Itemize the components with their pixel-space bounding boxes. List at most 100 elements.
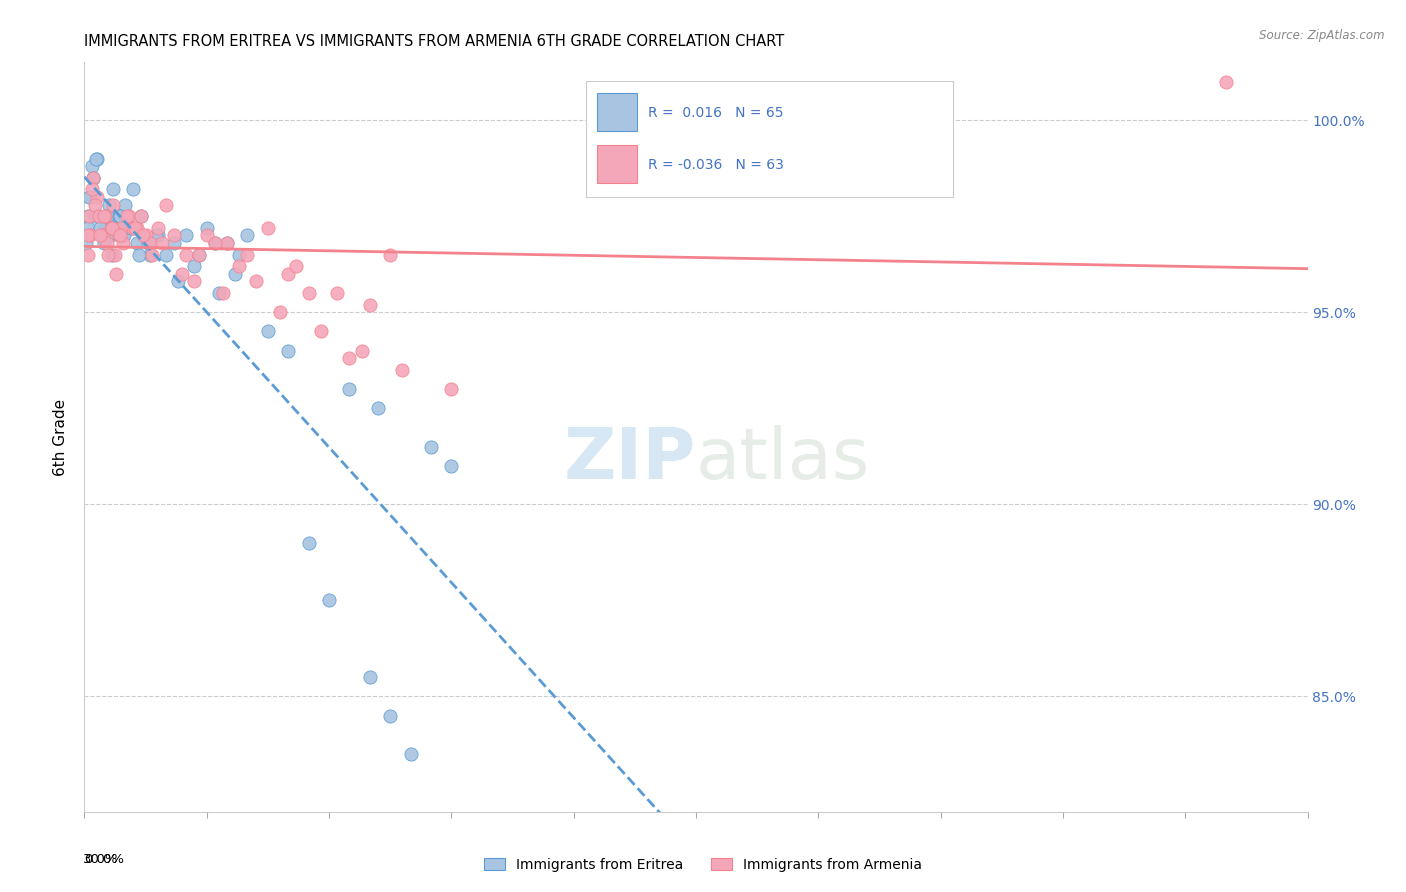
Point (80, 159, 103, 173)
Point (104, 247, 127, 261)
Point (97, 247, 120, 261)
Point (100, 220, 122, 235)
Point (87, 209, 110, 223)
Point (131, 209, 153, 223)
Point (110, 209, 132, 223)
Point (105, 209, 128, 223)
Point (101, 197, 124, 211)
Point (174, 228, 197, 243)
Point (120, 220, 142, 235)
Point (122, 220, 145, 235)
Point (195, 220, 218, 235)
Point (96, 209, 118, 223)
Point (89, 220, 111, 235)
Point (90, 228, 112, 243)
Point (174, 247, 197, 261)
Text: atlas: atlas (696, 425, 870, 494)
Point (77, 209, 100, 223)
Point (420, 440, 443, 454)
Point (380, 708, 402, 723)
Point (135, 228, 157, 243)
Point (204, 235, 226, 250)
Point (380, 247, 402, 261)
Point (83, 197, 105, 211)
Point (172, 267, 194, 281)
Point (91, 228, 114, 243)
Point (87, 209, 110, 223)
Point (339, 382, 361, 396)
Point (89, 228, 111, 243)
Text: IMMIGRANTS FROM ERITREA VS IMMIGRANTS FROM ARMENIA 6TH GRADE CORRELATION CHART: IMMIGRANTS FROM ERITREA VS IMMIGRANTS FR… (84, 34, 785, 49)
Point (105, 267, 128, 281)
Point (298, 285, 321, 300)
Point (86, 152, 108, 166)
Point (136, 235, 159, 250)
Point (187, 247, 209, 261)
Point (112, 228, 135, 243)
Point (105, 220, 128, 235)
Point (101, 220, 124, 235)
Point (236, 247, 259, 261)
Point (86, 190, 108, 204)
Point (277, 267, 299, 281)
Point (269, 305, 291, 319)
Point (155, 197, 177, 211)
Point (122, 182, 145, 196)
Point (108, 209, 131, 223)
Point (359, 670, 381, 684)
Y-axis label: 6th Grade: 6th Grade (53, 399, 69, 475)
Point (82, 170, 104, 185)
Point (138, 235, 160, 250)
Point (128, 247, 150, 261)
Point (80, 182, 103, 196)
Point (228, 259, 250, 273)
Point (440, 382, 463, 396)
Point (163, 228, 186, 243)
Point (100, 228, 122, 243)
Point (1215, 75, 1237, 89)
Point (440, 458, 463, 473)
Point (108, 228, 131, 243)
Point (132, 228, 155, 243)
Point (359, 297, 381, 311)
Text: Source: ZipAtlas.com: Source: ZipAtlas.com (1260, 29, 1385, 42)
Point (84, 152, 107, 166)
Text: ZIP: ZIP (564, 425, 696, 494)
Point (183, 275, 205, 289)
Point (167, 275, 190, 289)
Point (204, 235, 226, 250)
Point (110, 220, 132, 235)
Point (127, 235, 149, 250)
Point (228, 247, 250, 261)
Point (183, 259, 205, 273)
Point (391, 363, 413, 377)
Point (155, 247, 177, 261)
Point (97, 197, 120, 211)
Point (245, 275, 267, 289)
Point (309, 325, 332, 339)
Point (318, 593, 340, 607)
Point (367, 401, 389, 416)
Text: 0.0%: 0.0% (84, 853, 118, 866)
Point (127, 220, 149, 235)
Point (146, 220, 169, 235)
Point (82, 170, 104, 185)
Point (76, 228, 98, 243)
Point (257, 220, 280, 235)
Point (145, 228, 167, 243)
Point (138, 247, 160, 261)
Point (124, 220, 146, 235)
Point (83, 209, 105, 223)
Point (217, 235, 239, 250)
Point (187, 247, 209, 261)
Point (97, 228, 120, 243)
Point (257, 325, 280, 339)
Point (79, 190, 101, 204)
Legend: Immigrants from Eritrea, Immigrants from Armenia: Immigrants from Eritrea, Immigrants from… (484, 858, 922, 871)
Point (77, 190, 100, 204)
Point (104, 220, 127, 235)
Point (163, 235, 186, 250)
Point (112, 235, 135, 250)
Point (79, 228, 101, 243)
Point (212, 285, 235, 300)
